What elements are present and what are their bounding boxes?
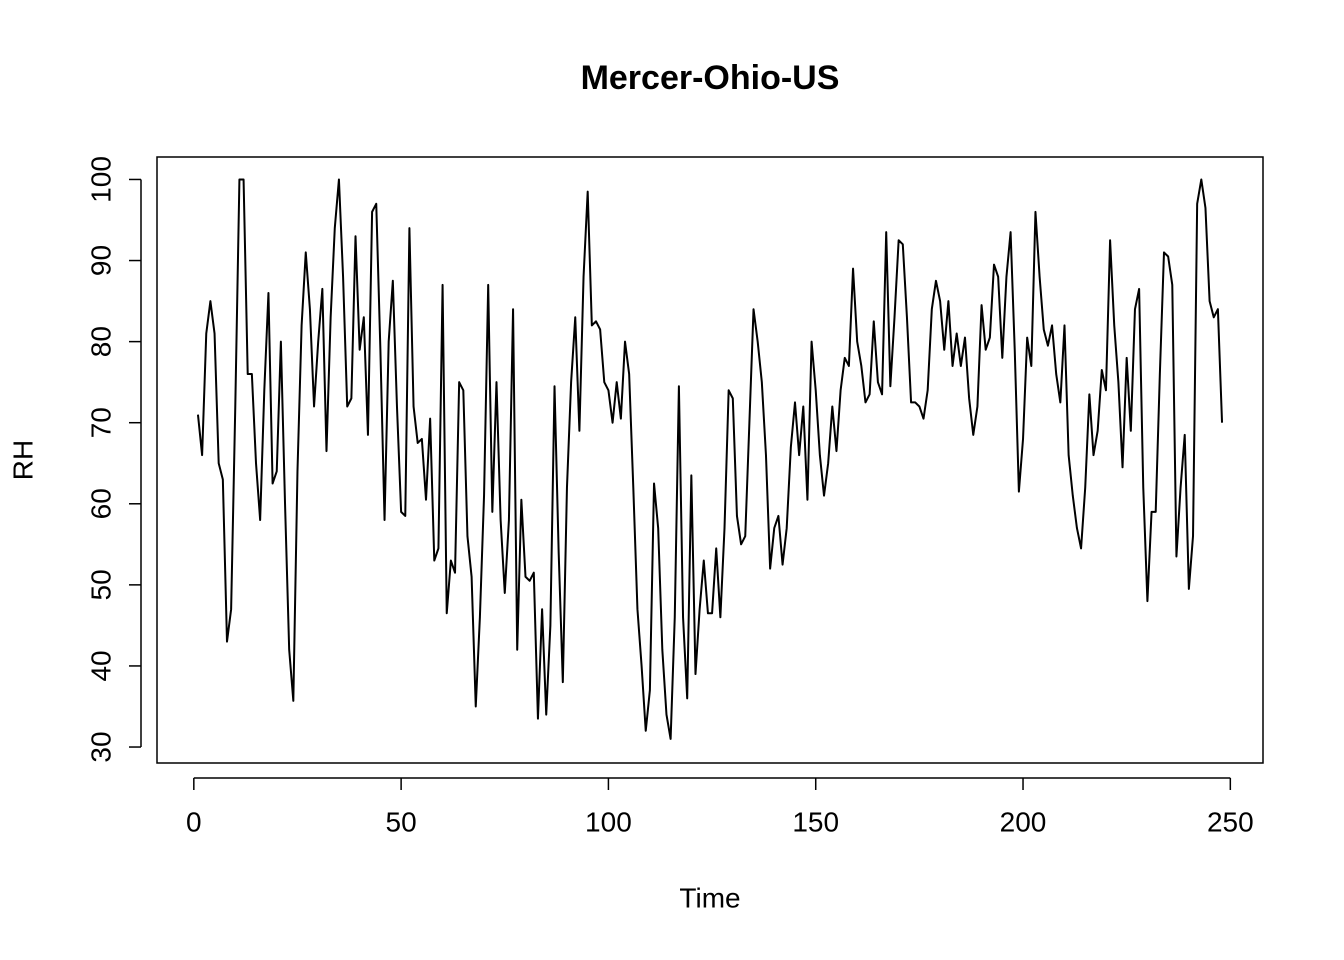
x-tick-label: 0	[186, 806, 202, 837]
y-tick-label: 90	[85, 245, 116, 276]
y-tick-label: 80	[85, 326, 116, 357]
x-tick-label: 100	[585, 806, 632, 837]
y-tick-label: 70	[85, 407, 116, 438]
plot-frame	[156, 156, 1264, 764]
y-tick-label: 30	[85, 731, 116, 762]
y-tick-label: 100	[85, 156, 116, 203]
series-line	[196, 178, 1224, 740]
chart-title: Mercer-Ohio-US	[581, 59, 840, 97]
x-tick-label: 50	[386, 806, 417, 837]
x-tick-label: 200	[1000, 806, 1047, 837]
x-tick-label: 150	[792, 806, 839, 837]
x-axis-label: Time	[679, 882, 740, 913]
y-tick-label: 50	[85, 569, 116, 600]
y-axis-label: RH	[7, 440, 38, 480]
y-tick-label: 60	[85, 488, 116, 519]
y-tick-label: 40	[85, 650, 116, 681]
x-tick-label: 250	[1207, 806, 1254, 837]
